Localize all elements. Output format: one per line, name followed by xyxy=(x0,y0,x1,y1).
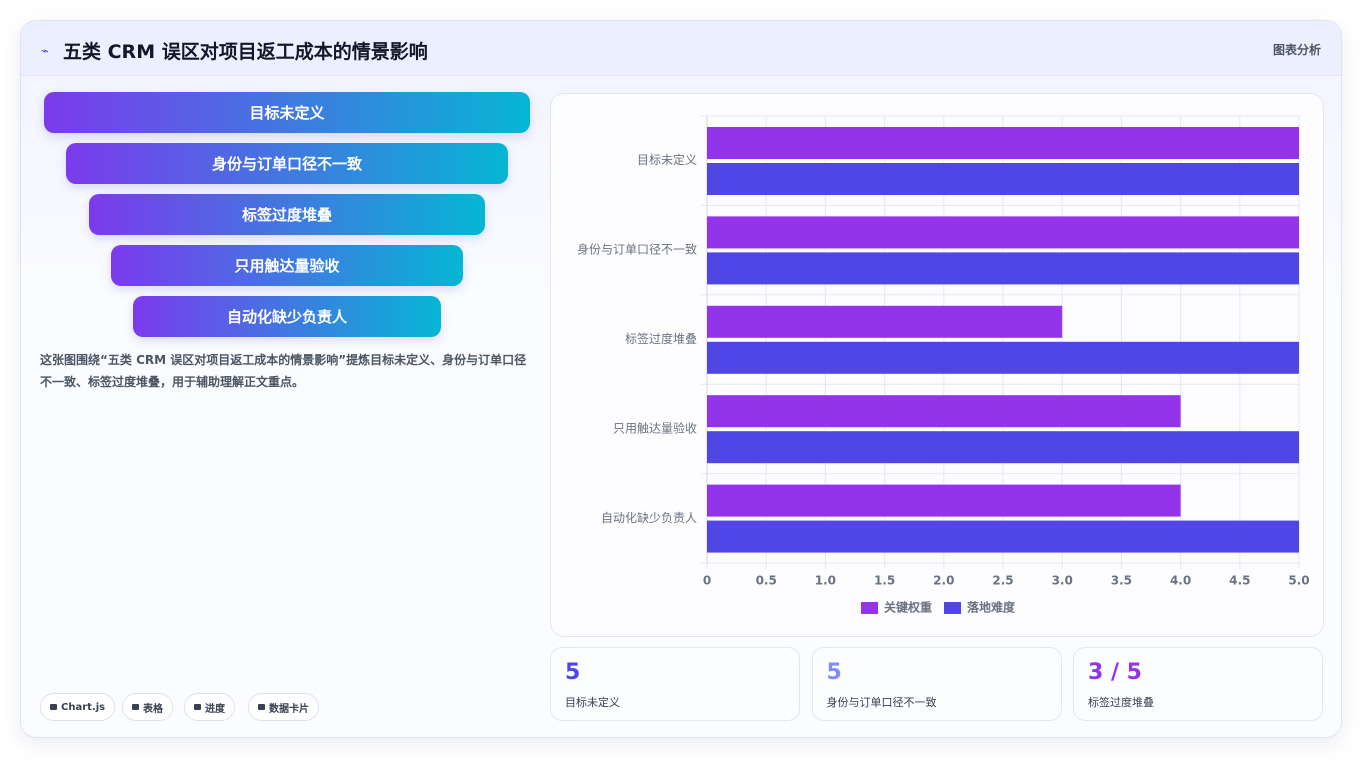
chip-label: Chart.js xyxy=(61,701,106,713)
legend-label: 落地难度 xyxy=(967,600,1016,615)
y-tick-label: 自动化缺少负责人 xyxy=(601,510,697,525)
funnel-step: 身份与订单口径不一致 xyxy=(66,143,508,184)
title: 五类 CRM 误区对项目返工成本的情景影响 xyxy=(63,41,428,63)
card: ⌁ 五类 CRM 误区对项目返工成本的情景影响 图表分析 目标未定义身份与订单口… xyxy=(20,20,1342,738)
legend-swatch xyxy=(944,602,962,614)
funnel-step: 标签过度堆叠 xyxy=(88,194,486,235)
x-tick-label: 5.0 xyxy=(1288,574,1309,588)
bar xyxy=(707,484,1181,517)
chip-label: 表格 xyxy=(143,703,163,715)
stat-label: 身份与订单口径不一致 xyxy=(826,696,937,709)
x-tick-label: 2.0 xyxy=(933,574,954,588)
chip: 数据卡片 xyxy=(248,693,319,721)
stat-card: 5 身份与订单口径不一致 xyxy=(811,647,1062,721)
y-tick-label: 身份与订单口径不一致 xyxy=(577,242,697,257)
x-tick-label: 0.5 xyxy=(756,574,777,588)
chip: Chart.js xyxy=(40,693,116,721)
chip: 表格 xyxy=(122,693,173,721)
x-tick-label: 4.5 xyxy=(1229,574,1250,588)
legend-swatch xyxy=(861,602,878,614)
bar xyxy=(707,163,1299,195)
funnel-step: 目标未定义 xyxy=(44,92,530,133)
chart-panel: 0 0.5 1.0 1.5 2.0 2.5 3.0 3.5 4.0 4.5 5.0 目标未定义身份与订… xyxy=(550,93,1324,637)
stat-label: 目标未定义 xyxy=(565,696,620,709)
funnel-step: 自动化缺少负责人 xyxy=(133,296,441,337)
x-tick-label: 4.0 xyxy=(1170,574,1191,588)
chip-icon xyxy=(194,704,201,710)
chip-icon xyxy=(132,704,139,710)
x-tick-label: 1.0 xyxy=(815,574,836,588)
stat-value: 5 xyxy=(826,660,842,685)
bar xyxy=(707,127,1299,159)
y-tick-label: 目标未定义 xyxy=(637,152,697,167)
bar xyxy=(707,341,1299,374)
legend-label: 关键权重 xyxy=(884,600,932,615)
chip-label: 进度 xyxy=(205,703,225,715)
description: 这张图围绕“五类 CRM 误区对项目返工成本的情景影响”提炼目标未定义、身份与订… xyxy=(40,353,527,389)
header: ⌁ 五类 CRM 误区对项目返工成本的情景影响 图表分析 xyxy=(21,21,1341,76)
funnel-step: 只用触达量验收 xyxy=(110,245,464,286)
chart: 0 0.5 1.0 1.5 2.0 2.5 3.0 3.5 4.0 4.5 5.0 目标未定义身份与订… xyxy=(577,115,1310,615)
title-icon: ⌁ xyxy=(41,44,49,59)
y-tick-label: 标签过度堆叠 xyxy=(625,331,697,346)
chip: 进度 xyxy=(184,693,235,721)
stat-card: 5 目标未定义 xyxy=(550,647,800,721)
x-tick-label: 0 xyxy=(703,574,711,588)
stat-value: 3 / 5 xyxy=(1088,660,1142,685)
bar xyxy=(707,216,1299,249)
bar xyxy=(707,395,1181,428)
stat-label: 标签过度堆叠 xyxy=(1088,696,1154,709)
y-tick-label: 只用触达量验收 xyxy=(613,420,697,435)
bar xyxy=(707,431,1299,464)
bar xyxy=(707,305,1063,338)
stat-card: 3 / 5 标签过度堆叠 xyxy=(1073,647,1323,721)
badge: 图表分析 xyxy=(1272,43,1321,57)
x-tick-label: 3.0 xyxy=(1052,574,1073,588)
bar xyxy=(707,252,1299,285)
x-tick-label: 3.5 xyxy=(1111,574,1132,588)
chip-icon xyxy=(258,704,265,710)
bar xyxy=(707,520,1299,553)
x-tick-label: 2.5 xyxy=(992,574,1013,588)
x-tick-label: 1.5 xyxy=(874,574,895,588)
chip-icon xyxy=(50,704,57,710)
stat-value: 5 xyxy=(565,660,581,685)
chip-label: 数据卡片 xyxy=(269,703,309,715)
